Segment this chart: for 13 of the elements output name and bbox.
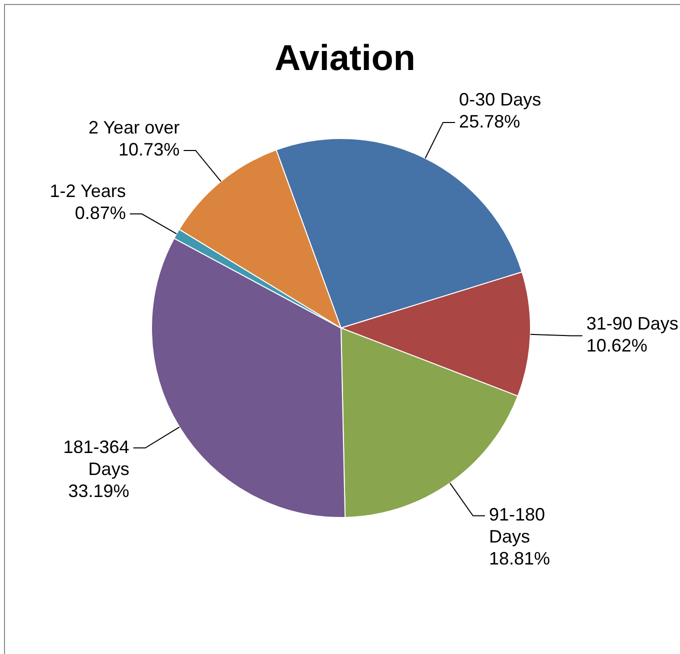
data-label: 18.81%: [488, 548, 550, 569]
data-label: 10.62%: [586, 336, 648, 356]
slice-label: 181-364 Days: [63, 436, 130, 479]
data-label: 10.73%: [118, 139, 180, 160]
slice-label: 31-90 Days: [586, 314, 678, 334]
chart-title: Aviation: [274, 36, 416, 78]
slice-label: 2 Year over: [88, 117, 180, 138]
data-label: 33.19%: [68, 480, 130, 501]
slice-label: 0-30 Days: [459, 89, 542, 110]
data-label: 0.87%: [74, 202, 126, 223]
slice-label: 1-2 Years: [50, 180, 126, 201]
data-label: 25.78%: [459, 111, 520, 132]
slice-label: 91-180 Days: [488, 504, 546, 547]
